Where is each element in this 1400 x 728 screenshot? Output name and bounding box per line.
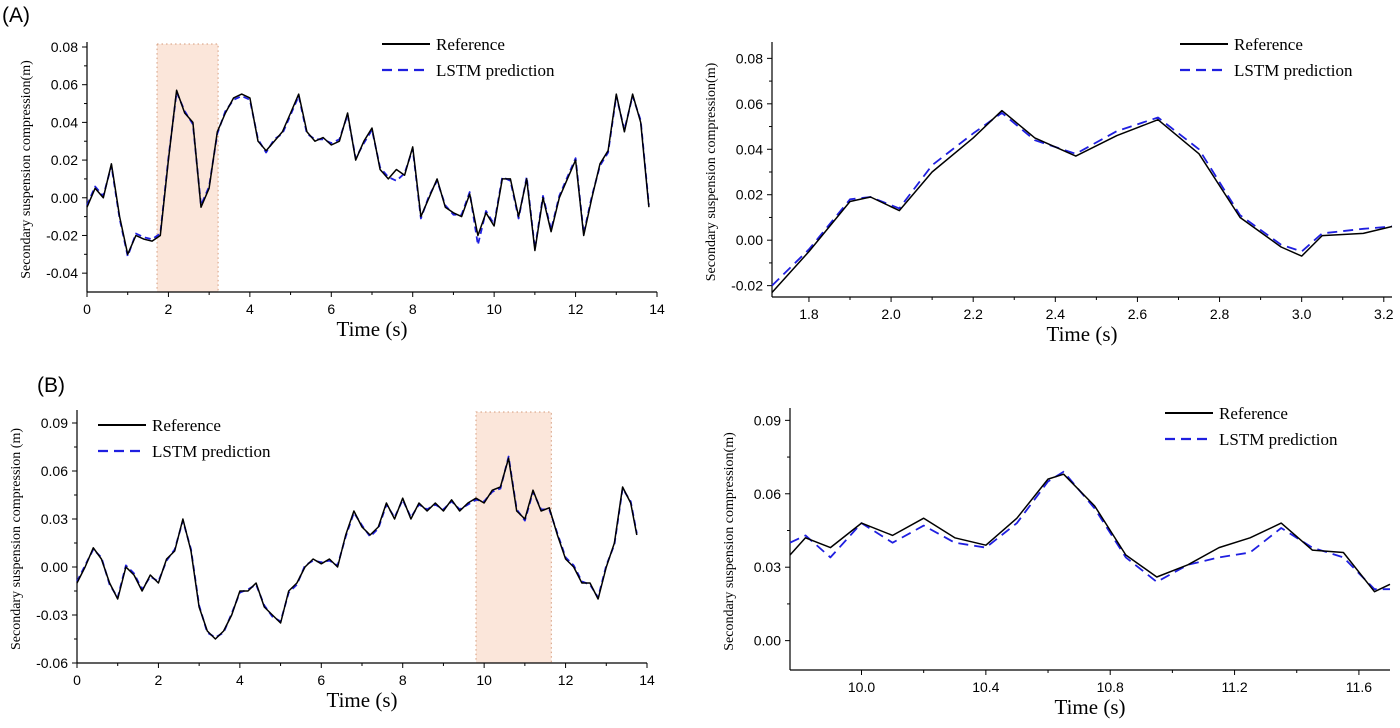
legend-label-reference: Reference [152, 416, 221, 435]
y-axis-title: Secondary suspension compression (m) [9, 428, 24, 650]
x-tick-label: 10 [486, 301, 502, 317]
x-axis-title: Time (s) [337, 317, 408, 341]
x-tick-label: 10.8 [1097, 679, 1124, 695]
series-lstm-prediction [76, 455, 638, 639]
x-tick-label: 4 [246, 301, 254, 317]
series-reference [76, 457, 638, 640]
y-tick-label: 0.06 [41, 463, 68, 479]
y-tick-label: 0.00 [754, 633, 781, 649]
y-tick-label: 0.06 [736, 96, 763, 112]
series-reference [789, 473, 1391, 593]
series-lstm-prediction [771, 112, 1393, 287]
x-tick-label: 12 [568, 301, 584, 317]
panel-label-a: (A) [2, 4, 30, 27]
highlight-region [156, 43, 219, 293]
x-tick-label: 2 [165, 301, 173, 317]
x-tick-label: 10.4 [972, 679, 999, 695]
y-tick-label: 0.03 [754, 559, 781, 575]
x-tick-label: 2.8 [1210, 306, 1230, 322]
chart-a-full: 0 2 4 6 8 10 12 14 -0.04 -0.02 0.00 0.02 0.04 0.06 0.0… [19, 35, 665, 341]
x-tick-label: 2 [155, 672, 163, 688]
y-axis-title: Secondary suspension compression(m) [722, 432, 737, 651]
y-tick-label: 0.00 [51, 190, 78, 206]
x-tick-label: 2.2 [963, 306, 983, 322]
x-tick-label: 3.2 [1374, 306, 1394, 322]
x-tick-label: 12 [558, 672, 574, 688]
chart-a-zoom: 1.8 2.0 2.2 2.4 2.6 2.8 3.0 3.2 -0.02 0.00 0.02 0.0… [704, 35, 1394, 346]
x-tick-label: 11.2 [1221, 679, 1247, 695]
series-reference [771, 109, 1393, 294]
y-tick-label: -0.02 [46, 227, 78, 243]
x-tick-label: 6 [317, 672, 325, 688]
x-tick-label: 2.4 [1046, 306, 1066, 322]
x-axis-title: Time (s) [327, 688, 398, 712]
y-tick-label: 0.06 [51, 77, 78, 93]
series-reference [86, 89, 650, 256]
y-axis-title: Secondary suspension compression(m) [19, 60, 34, 279]
y-tick-label: 0.09 [41, 415, 68, 431]
legend-label-prediction: LSTM prediction [1234, 61, 1353, 80]
x-axis-title: Time (s) [1055, 695, 1126, 719]
legend-label-reference: Reference [1219, 404, 1288, 423]
x-tick-label: 8 [409, 301, 417, 317]
x-tick-label: 4 [236, 672, 244, 688]
x-tick-label: 2.6 [1128, 306, 1148, 322]
panel-label-b: (B) [37, 374, 65, 397]
legend-label-prediction: LSTM prediction [436, 61, 555, 80]
x-tick-label: 10 [476, 672, 492, 688]
x-tick-label: 6 [327, 301, 335, 317]
y-tick-label: 0.02 [51, 152, 78, 168]
y-tick-label: 0.08 [736, 50, 763, 66]
legend-label-prediction: LSTM prediction [1219, 430, 1338, 449]
y-tick-label: -0.02 [731, 278, 763, 294]
x-tick-label: 0 [73, 672, 81, 688]
y-tick-label: -0.04 [46, 265, 78, 281]
x-tick-label: 8 [399, 672, 407, 688]
y-tick-label: 0.04 [736, 141, 763, 157]
x-tick-label: 14 [639, 672, 655, 688]
x-tick-label: 10.0 [848, 679, 875, 695]
y-tick-label: 0.00 [41, 559, 68, 575]
x-tick-label: 14 [649, 301, 665, 317]
y-axis-title: Secondary suspension compression(m) [704, 62, 719, 281]
chart-b-zoom: 10.0 10.4 10.8 11.2 11.6 0.00 0.03 0.06 0.09 Time… [722, 404, 1391, 719]
y-tick-label: 0.08 [51, 39, 78, 55]
y-tick-label: 0.00 [736, 232, 763, 248]
y-tick-label: -0.06 [36, 655, 68, 671]
legend-label-prediction: LSTM prediction [152, 442, 271, 461]
y-tick-label: 0.03 [41, 511, 68, 527]
y-tick-label: 0.02 [736, 187, 763, 203]
x-tick-label: 11.6 [1346, 679, 1372, 695]
x-tick-label: 3.0 [1292, 306, 1312, 322]
highlight-region [475, 411, 552, 664]
legend-label-reference: Reference [436, 35, 505, 54]
y-tick-label: 0.09 [754, 412, 781, 428]
y-tick-label: 0.04 [51, 114, 78, 130]
legend-label-reference: Reference [1234, 35, 1303, 54]
x-tick-label: 2.0 [881, 306, 901, 322]
chart-b-full: 0 2 4 6 8 10 12 14 -0.06 -0.03 0.00 0.03 0.06 0.09 Tim… [9, 410, 655, 712]
x-tick-label: 0 [83, 301, 91, 317]
y-tick-label: -0.03 [36, 607, 68, 623]
x-axis-title: Time (s) [1047, 322, 1118, 346]
y-tick-label: 0.06 [754, 486, 781, 502]
x-tick-label: 1.8 [799, 306, 819, 322]
